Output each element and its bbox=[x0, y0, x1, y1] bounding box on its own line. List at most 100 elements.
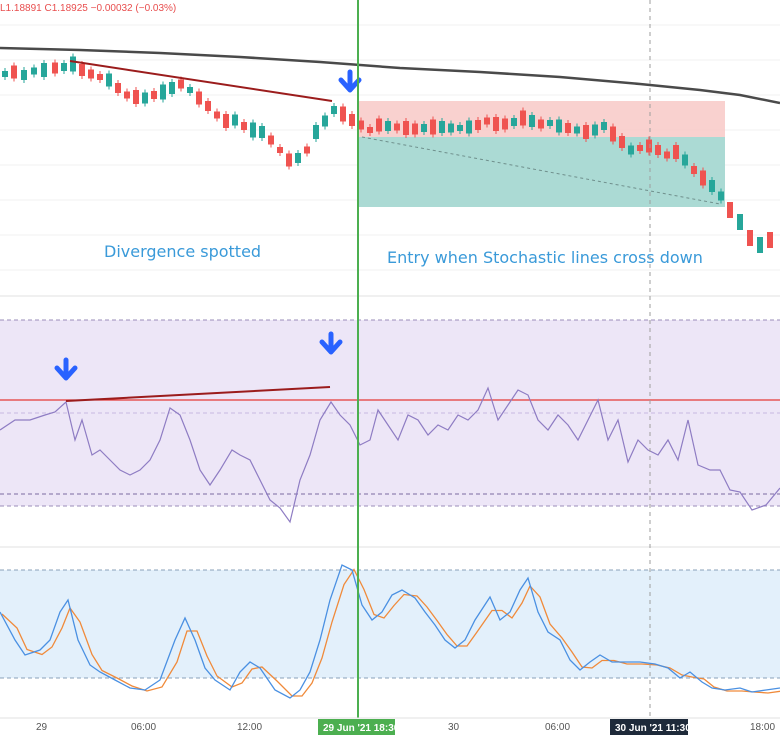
candle-body bbox=[574, 126, 580, 134]
candle-body bbox=[718, 191, 724, 201]
candle-body bbox=[475, 120, 481, 130]
candle-body bbox=[178, 79, 184, 89]
candle-body bbox=[412, 123, 418, 135]
candle-body bbox=[52, 62, 58, 74]
candle-body bbox=[502, 118, 508, 130]
take-profit-zone[interactable] bbox=[358, 137, 725, 207]
stochastic-d-line bbox=[1, 568, 780, 697]
candle-body bbox=[664, 151, 670, 159]
candle-body bbox=[286, 153, 292, 167]
candle-body bbox=[538, 119, 544, 129]
candle-body bbox=[457, 125, 463, 131]
candle-body bbox=[767, 232, 773, 248]
candle-body bbox=[610, 126, 616, 142]
candle-body bbox=[322, 115, 328, 127]
candle-body bbox=[376, 118, 382, 132]
candle-body bbox=[403, 121, 409, 135]
candle-body bbox=[592, 124, 598, 136]
candle-body bbox=[737, 214, 743, 230]
candle-body bbox=[520, 110, 526, 126]
candle-body bbox=[268, 135, 274, 145]
candle-body bbox=[430, 119, 436, 135]
candle-body bbox=[250, 122, 256, 138]
candle-body bbox=[313, 125, 319, 139]
candle-body bbox=[349, 114, 355, 126]
candle-body bbox=[367, 127, 373, 133]
candle-body bbox=[259, 126, 265, 138]
candle-body bbox=[340, 106, 346, 122]
rsi-divergence-trendline bbox=[65, 386, 331, 402]
x-tick-label: 12:00 bbox=[237, 722, 262, 733]
candle-body bbox=[205, 101, 211, 111]
candle-body bbox=[11, 65, 17, 79]
candle-body bbox=[601, 122, 607, 130]
candle-body bbox=[466, 120, 472, 134]
candle-body bbox=[511, 118, 517, 126]
candle-body bbox=[133, 90, 139, 104]
candle-body bbox=[385, 121, 391, 131]
candle-body bbox=[295, 153, 301, 163]
moving-average-line bbox=[0, 46, 780, 105]
rsi-arrow-left-icon bbox=[54, 357, 78, 381]
candle-body bbox=[88, 69, 94, 79]
candle-body bbox=[439, 121, 445, 133]
projection-line bbox=[361, 136, 721, 205]
candle-body bbox=[331, 106, 337, 114]
x-highlight-right-label: 30 Jun '21 11:30 bbox=[615, 723, 691, 734]
candle-body bbox=[493, 117, 499, 131]
candle-body bbox=[484, 117, 490, 125]
x-tick-label: 06:00 bbox=[131, 722, 156, 733]
candle-body bbox=[709, 180, 715, 192]
candle-body bbox=[124, 91, 130, 99]
x-tick-label: 18:00 bbox=[750, 722, 775, 733]
entry-arrow-icon bbox=[338, 69, 362, 93]
candle-body bbox=[115, 83, 121, 93]
x-tick-label: 30 bbox=[448, 722, 460, 733]
candle-body bbox=[691, 166, 697, 174]
candle-body bbox=[646, 139, 652, 153]
candle-body bbox=[70, 56, 76, 72]
candle-body bbox=[21, 70, 27, 80]
rsi-line bbox=[0, 386, 780, 524]
candle-body bbox=[214, 111, 220, 119]
candle-body bbox=[160, 84, 166, 100]
candle-body bbox=[223, 114, 229, 128]
candle-body bbox=[79, 64, 85, 76]
rsi-panel bbox=[0, 319, 780, 524]
candle-body bbox=[151, 91, 157, 99]
candle-body bbox=[448, 123, 454, 133]
x-highlight-left-label: 29 Jun '21 18:30 bbox=[323, 723, 400, 734]
candle-body bbox=[41, 63, 47, 77]
candle-body bbox=[628, 145, 634, 155]
candle-body bbox=[241, 122, 247, 130]
candle-body bbox=[421, 124, 427, 132]
candle-body bbox=[547, 120, 553, 126]
stoch-band bbox=[0, 570, 780, 678]
rsi-band bbox=[0, 320, 780, 506]
stochastic-k-line bbox=[0, 564, 780, 699]
candle-body bbox=[232, 114, 238, 126]
candle-body bbox=[277, 147, 283, 153]
candle-body bbox=[556, 119, 562, 133]
divergence-annotation: Divergence spotted bbox=[104, 242, 261, 261]
candle-body bbox=[727, 202, 733, 218]
candle-body bbox=[637, 145, 643, 151]
candle-body bbox=[700, 170, 706, 186]
candles bbox=[2, 53, 773, 253]
candle-body bbox=[196, 91, 202, 105]
price-panel: L1.18891 C1.18925 −0.00032 (−0.03%) Dive… bbox=[0, 3, 780, 267]
candle-body bbox=[2, 71, 8, 77]
x-tick-label: 06:00 bbox=[545, 722, 570, 733]
candle-body bbox=[97, 74, 103, 80]
candle-body bbox=[169, 82, 175, 94]
candle-body bbox=[619, 136, 625, 148]
candle-body bbox=[187, 87, 193, 93]
candle-body bbox=[358, 120, 364, 130]
candle-body bbox=[304, 146, 310, 154]
entry-annotation: Entry when Stochastic lines cross down bbox=[387, 248, 703, 267]
rsi-arrow-right-icon bbox=[319, 331, 343, 355]
candle-body bbox=[394, 123, 400, 131]
candle-body bbox=[142, 92, 148, 104]
x-highlight-left-box bbox=[318, 719, 395, 735]
